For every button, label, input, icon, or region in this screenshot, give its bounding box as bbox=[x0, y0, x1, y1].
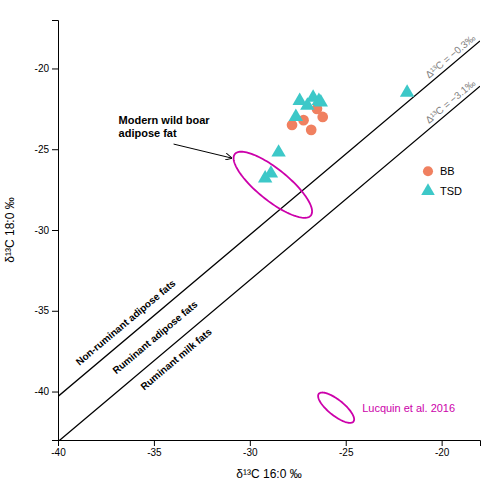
point bbox=[289, 109, 303, 121]
point bbox=[314, 94, 328, 106]
tick-mark bbox=[52, 311, 58, 312]
tick-label: -30 bbox=[243, 447, 258, 458]
tick-mark bbox=[52, 68, 58, 69]
tick: -40 bbox=[35, 386, 58, 397]
point bbox=[400, 84, 414, 96]
marks bbox=[58, 41, 480, 440]
point bbox=[264, 165, 278, 177]
boundary-line bbox=[58, 41, 480, 396]
axis-line bbox=[59, 441, 481, 447]
point bbox=[306, 124, 317, 135]
tick-mark bbox=[442, 440, 443, 446]
tick-mark bbox=[154, 440, 155, 446]
series bbox=[258, 84, 414, 182]
annotations: Non-ruminant adipose fatsRuminant adipos… bbox=[74, 32, 478, 414]
tick-label: -20 bbox=[435, 447, 450, 458]
tick-mark bbox=[52, 230, 58, 231]
legend: BB TSD bbox=[421, 165, 462, 197]
point bbox=[271, 144, 285, 156]
tick-label: -25 bbox=[35, 144, 50, 155]
tick-label: -30 bbox=[35, 225, 50, 236]
tick-label: -35 bbox=[35, 305, 50, 316]
line-label: Δ¹³C = −0.3‰ bbox=[423, 32, 477, 80]
tick-mark bbox=[52, 149, 58, 150]
y-axis-title: δ¹³C 18:0 ‰ bbox=[3, 197, 17, 262]
region-label: Ruminant adipose fats bbox=[110, 298, 199, 376]
tick-label: -40 bbox=[35, 386, 50, 397]
tick-label: -25 bbox=[339, 447, 354, 458]
y-axis: -40 -35 -30 -25 -20 bbox=[35, 21, 59, 441]
region-label: Ruminant milk fats bbox=[138, 326, 214, 392]
label-line: Modern wild boar bbox=[119, 114, 211, 126]
tick-mark bbox=[346, 440, 347, 446]
annotation-arrow bbox=[174, 144, 232, 158]
plot: -40 -35 -30 -25 -20 -40 -35 -30 -25 -20 δ¹³C 16:0 … bbox=[3, 21, 481, 482]
point bbox=[287, 120, 298, 131]
tick-label: -40 bbox=[51, 447, 66, 458]
legend-symbol bbox=[421, 183, 435, 195]
tick: -35 bbox=[147, 440, 162, 458]
ellipse bbox=[318, 393, 354, 423]
label-line: adipose fat bbox=[119, 127, 177, 139]
ellipse bbox=[234, 152, 312, 218]
chart: -40 -35 -30 -25 -20 -40 -35 -30 -25 -20 δ¹³C 16:0 … bbox=[0, 0, 500, 488]
label-line: Lucquin et al. 2016 bbox=[362, 402, 455, 414]
tick-label: -35 bbox=[147, 447, 162, 458]
tick: -25 bbox=[339, 440, 354, 458]
tick-mark bbox=[52, 392, 58, 393]
tick-mark bbox=[250, 440, 251, 446]
line-label: Δ¹³C = −3.1‰ bbox=[423, 77, 477, 125]
legend-label: BB bbox=[440, 165, 455, 177]
ellipse-label: Modern wild boaradipose fat bbox=[119, 114, 211, 139]
legend-item: TSD bbox=[421, 183, 462, 197]
tick: -40 bbox=[51, 440, 66, 458]
x-axis: -40 -35 -30 -25 -20 bbox=[51, 440, 480, 458]
ellipse-label: Lucquin et al. 2016 bbox=[362, 402, 455, 414]
x-axis-title: δ¹³C 16:0 ‰ bbox=[236, 467, 301, 481]
point bbox=[317, 112, 328, 123]
legend-item: BB bbox=[423, 165, 455, 177]
tick: -30 bbox=[243, 440, 258, 458]
legend-symbol bbox=[423, 166, 433, 176]
tick: -20 bbox=[35, 63, 58, 74]
tick: -35 bbox=[35, 305, 58, 316]
axis-line bbox=[52, 21, 59, 441]
legend-label: TSD bbox=[440, 185, 462, 197]
tick: -20 bbox=[435, 440, 450, 458]
tick: -30 bbox=[35, 225, 58, 236]
tick: -25 bbox=[35, 144, 58, 155]
tick-label: -20 bbox=[35, 63, 50, 74]
boundary-line bbox=[58, 86, 480, 440]
